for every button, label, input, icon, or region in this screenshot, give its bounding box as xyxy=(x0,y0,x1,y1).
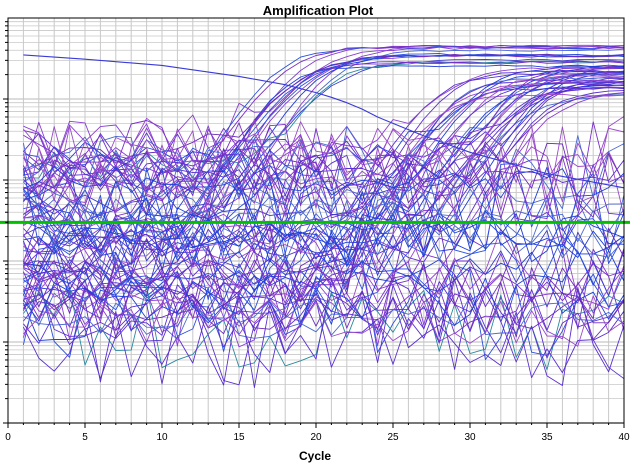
amplification-curve-2-32 xyxy=(23,274,625,328)
amplification-curve-2-11 xyxy=(23,250,625,287)
amplification-curve-2-15 xyxy=(22,229,625,307)
amplification-curve-2-28 xyxy=(23,142,625,220)
amplification-curve-2-6 xyxy=(23,159,625,251)
x-tick-label: 40 xyxy=(618,432,630,443)
chart-title: Amplification Plot xyxy=(263,3,374,18)
amplification-curve-2-37 xyxy=(22,278,625,388)
x-tick-label: 25 xyxy=(387,432,399,443)
amplification-curve-0-1 xyxy=(23,64,625,299)
amplification-curve-1-13 xyxy=(23,87,625,308)
amplification-curve-2-27 xyxy=(22,126,625,228)
amplification-curve-2-31 xyxy=(22,213,625,320)
x-tick-label: 20 xyxy=(310,432,322,443)
amplification-curve-1-32 xyxy=(23,80,625,197)
amplification-curve-1-4 xyxy=(23,76,625,319)
amplification-curve-2-8 xyxy=(22,135,625,228)
x-tick-label: 35 xyxy=(541,432,553,443)
amplification-curve-1-31 xyxy=(23,93,625,266)
amplification-curve-0-10 xyxy=(23,44,625,222)
amplification-curve-2-2 xyxy=(23,248,625,335)
amplification-curve-2-33 xyxy=(23,218,625,252)
special-curve-0 xyxy=(23,54,625,189)
amplification-curve-2-39 xyxy=(23,213,625,264)
amplification-curve-2-22 xyxy=(23,133,625,203)
amplification-curve-2-7 xyxy=(23,285,625,371)
x-axis-label: Cycle xyxy=(299,449,331,463)
axes: 0 5 10 15 20 25 30 35 40 xyxy=(3,17,630,443)
amplification-curve-2-21 xyxy=(22,260,625,340)
amplification-curve-0-6 xyxy=(22,46,625,176)
x-tick-label: 30 xyxy=(464,432,476,443)
x-tick-label: 15 xyxy=(233,432,245,443)
amplification-curve-2-23 xyxy=(23,259,625,304)
amplification-curve-2-5 xyxy=(22,252,625,361)
amplification-curve-1-29 xyxy=(23,69,625,280)
amplification-curve-1-22 xyxy=(22,92,625,339)
amplification-curve-1-5 xyxy=(23,78,625,339)
amplification-curve-2-38 xyxy=(23,120,625,220)
x-tick-label: 10 xyxy=(156,432,168,443)
amplification-curve-1-10 xyxy=(23,92,625,206)
amplification-curve-2-36 xyxy=(23,116,625,219)
amplification-curve-1-9 xyxy=(23,73,625,187)
x-tick-label: 5 xyxy=(82,432,88,443)
amplification-curve-1-33 xyxy=(23,67,625,287)
amplification-curve-2-14 xyxy=(23,288,625,373)
x-tick-label: 0 xyxy=(5,432,11,443)
